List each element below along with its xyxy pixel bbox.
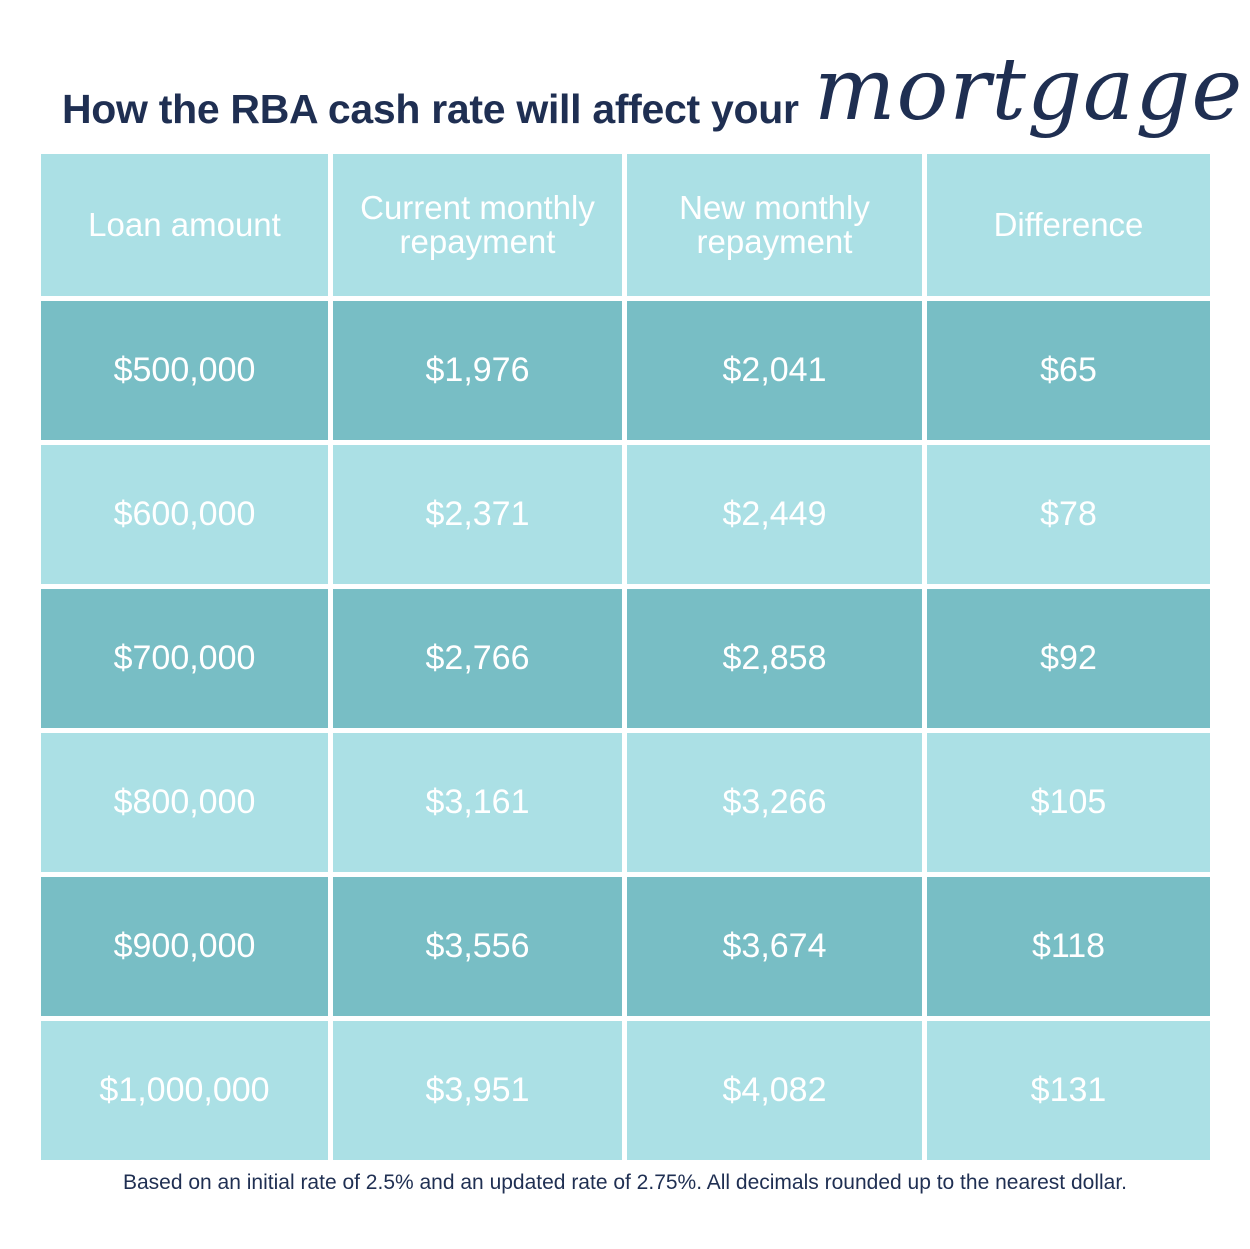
table-cell: $3,951: [333, 1021, 622, 1160]
table-cell: $118: [927, 877, 1210, 1016]
column-header: Difference: [927, 154, 1210, 296]
table-cell: $3,556: [333, 877, 622, 1016]
table-cell: $65: [927, 301, 1210, 440]
table-cell: $3,161: [333, 733, 622, 872]
table-cell: $3,266: [627, 733, 922, 872]
column-header: Loan amount: [41, 154, 328, 296]
table-cell: $900,000: [41, 877, 328, 1016]
title-block: How the RBA cash rate will affect your m…: [62, 40, 1242, 180]
column-header: New monthly repayment: [627, 154, 922, 296]
table-cell: $2,041: [627, 301, 922, 440]
table-cell: $131: [927, 1021, 1210, 1160]
table-cell: $92: [927, 589, 1210, 728]
table-cell: $105: [927, 733, 1210, 872]
table-cell: $800,000: [41, 733, 328, 872]
table-cell: $600,000: [41, 445, 328, 584]
title-script-word: mortgage: [814, 40, 1244, 140]
table-cell: $1,976: [333, 301, 622, 440]
table-cell: $700,000: [41, 589, 328, 728]
footnote: Based on an initial rate of 2.5% and an …: [122, 1171, 1127, 1194]
table-cell: $4,082: [627, 1021, 922, 1160]
table-cell: $2,449: [627, 445, 922, 584]
table-cell: $78: [927, 445, 1210, 584]
table-cell: $1,000,000: [41, 1021, 328, 1160]
column-header: Current monthly repayment: [333, 154, 622, 296]
table-cell: $2,858: [627, 589, 922, 728]
repayment-table: Loan amount Current monthly repayment New …: [41, 154, 1210, 1162]
table-cell: $500,000: [41, 301, 328, 440]
table-cell: $3,674: [627, 877, 922, 1016]
table-cell: $2,766: [333, 589, 622, 728]
page-title: How the RBA cash rate will affect your: [62, 86, 799, 132]
table-cell: $2,371: [333, 445, 622, 584]
